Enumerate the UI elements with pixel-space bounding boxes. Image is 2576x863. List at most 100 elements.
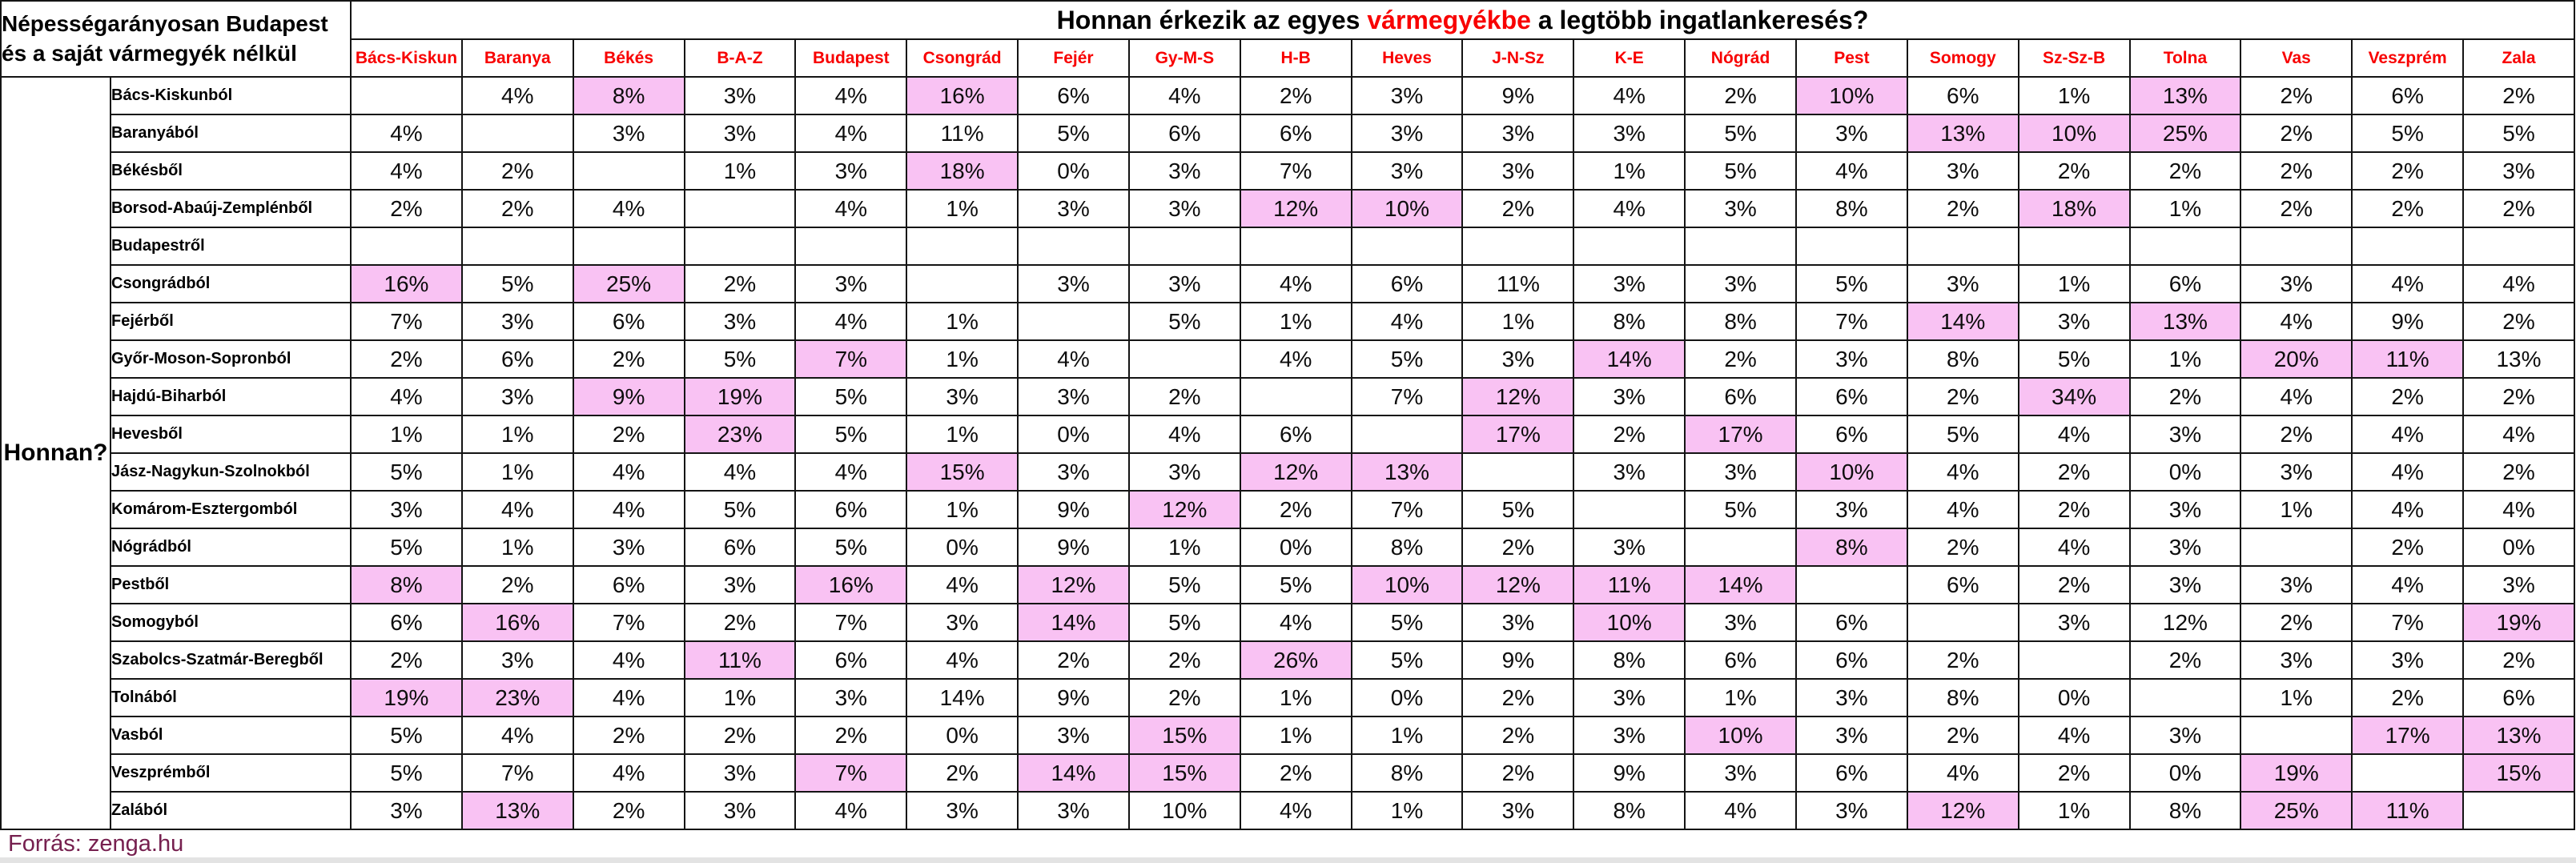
cell: 2% [350,189,463,228]
cell: 6% [460,339,574,379]
column-header: Somogy [1906,38,2019,78]
cell: 3% [2128,415,2242,454]
cell: 4% [572,490,685,529]
cell: 3% [683,76,797,115]
cell: 2% [1906,377,2019,416]
cell: 10% [2017,114,2131,153]
cell: 6% [1127,114,1241,153]
cell: 4% [1906,452,2019,492]
chart-title-emphasis: vármegyékbe [1367,5,1531,34]
table-row: Békésből 4% 2% 1% 3% 18% 0% 3% 7% 3% 3% 1% 5% 4% 3% 2% 2… [1,151,2575,191]
population-note-line2: és a saját vármegyék nélkül [2,40,297,66]
cell: 2% [2462,76,2575,115]
cell: 3% [683,565,797,604]
cell: 3% [2128,490,2242,529]
cell: 2% [2351,377,2465,416]
cell: 5% [683,339,797,379]
cell: 0% [1017,415,1130,454]
cell: 1% [683,678,797,717]
cell: 1% [2128,339,2242,379]
cell: 8% [1350,753,1464,793]
table-row: Baranyából 4% 3% 3% 4% 11% 5% 6% 6% 3% 3% 3% 5% 3% 13%… [1,114,2575,153]
cell: 3% [350,490,463,529]
cell: 3% [1017,716,1130,755]
cell: 5% [794,415,908,454]
cell: 18% [906,151,1019,191]
cell: 3% [460,640,574,680]
cell: 1% [2017,264,2131,303]
column-header: Vas [2240,38,2353,78]
column-header: Nógrád [1684,38,1797,78]
cell: 2% [683,264,797,303]
cell: 1% [1461,302,1575,341]
cell: 2% [350,640,463,680]
cell: 3% [2017,603,2131,642]
cell: 0% [2462,528,2575,567]
cell: 10% [1350,565,1464,604]
cell: 2% [2017,490,2131,529]
cell: 5% [2462,114,2575,153]
cell: 5% [1017,114,1130,153]
cell: 2% [572,339,685,379]
cell [1794,227,1908,266]
cell: 7% [350,302,463,341]
cell: 3% [1684,753,1797,793]
cell: 2% [2351,528,2465,567]
cell: 4% [1350,302,1464,341]
cell: 3% [2240,452,2353,492]
cell: 2% [572,791,685,830]
cell: 3% [1017,189,1130,228]
cell: 5% [1461,490,1575,529]
cell: 3% [1684,603,1797,642]
column-header: Veszprém [2351,38,2465,78]
cell: 2% [1127,377,1241,416]
column-header: Csongrád [906,38,1019,78]
row-label: Szabolcs-Szatmár-Beregből [110,640,352,680]
cell: 0% [906,716,1019,755]
source-link[interactable]: zenga.hu [87,831,184,857]
cell [350,76,463,115]
cell: 14% [1906,302,2019,341]
cell: 3% [683,302,797,341]
cell: 1% [906,490,1019,529]
cell: 14% [1017,603,1130,642]
cell: 5% [1350,640,1464,680]
cell: 5% [2351,114,2465,153]
cell: 2% [2462,377,2575,416]
cell: 1% [1350,716,1464,755]
row-label: Jász-Nagykun-Szolnokból [110,452,352,492]
cell: 15% [906,452,1019,492]
cell [1017,227,1130,266]
cell: 2% [1573,415,1686,454]
cell [1350,227,1464,266]
table-row: Tolnából 19% 23% 4% 1% 3% 14% 9% 2% 1% 0% 2% 3% 1% 3% 8… [1,678,2575,717]
cell: 16% [460,603,574,642]
chart-title-post: a legtöbb ingatlankeresés? [1530,5,1869,34]
cell [2240,528,2353,567]
cell: 9% [1461,640,1575,680]
cell: 4% [2017,528,2131,567]
cell: 6% [2128,264,2242,303]
cell: 8% [1906,678,2019,717]
cell: 0% [2017,678,2131,717]
column-header: K-E [1573,38,1686,78]
cell: 8% [1573,791,1686,830]
cell [2017,640,2131,680]
cell: 3% [1127,151,1241,191]
cell [794,227,908,266]
cell: 2% [2351,189,2465,228]
cell: 0% [1017,151,1130,191]
cell: 5% [1684,490,1797,529]
cell: 7% [794,603,908,642]
cell: 3% [2240,640,2353,680]
cell: 8% [1684,302,1797,341]
cell: 4% [794,791,908,830]
cell: 3% [1794,716,1908,755]
cell [2017,227,2131,266]
cell: 11% [683,640,797,680]
cell: 5% [1350,339,1464,379]
cell: 10% [1573,603,1686,642]
cell: 6% [1906,76,2019,115]
cell: 2% [2017,452,2131,492]
cell: 1% [1684,678,1797,717]
